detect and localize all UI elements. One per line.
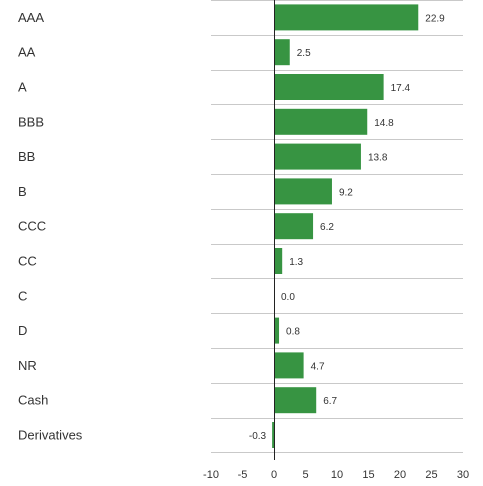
category-label: B: [18, 184, 27, 199]
bar: [274, 74, 384, 100]
category-label: BB: [18, 149, 35, 164]
bar: [274, 213, 314, 240]
category-label: BBB: [18, 114, 44, 129]
category-label: AA: [18, 45, 36, 60]
category-label: Derivatives: [18, 428, 83, 443]
category-label: CCC: [18, 219, 46, 234]
x-axis-tick-labels: -10 -5 0 5 10 15 20 25 30: [203, 469, 469, 481]
x-tick-label: 5: [302, 469, 308, 481]
x-tick-label: -10: [203, 469, 219, 481]
category-label: C: [18, 288, 27, 303]
x-tick-label: 25: [425, 469, 437, 481]
value-label: 6.2: [320, 222, 334, 233]
category-label: Cash: [18, 393, 48, 408]
bar: [274, 143, 361, 170]
value-label: 0.0: [281, 292, 295, 303]
bar: [274, 387, 317, 414]
value-labels: 22.9 2.5 17.4 14.8 13.8 9.2 6.2 1.3 0.0 0.8 4.7 6.7…: [249, 13, 445, 442]
value-label: 1.3: [289, 257, 303, 268]
gridlines: [211, 0, 463, 453]
value-label: 17.4: [391, 83, 411, 94]
category-label: AAA: [18, 10, 44, 25]
value-label: 22.9: [425, 13, 445, 24]
value-label: -0.3: [249, 431, 267, 442]
bar: [274, 317, 280, 344]
value-label: 0.8: [286, 327, 300, 338]
x-tick-label: 15: [362, 469, 374, 481]
x-tick-label: 0: [271, 469, 277, 481]
bar: [274, 352, 304, 379]
category-label: NR: [18, 358, 37, 373]
value-label: 9.2: [339, 187, 353, 198]
category-label: A: [18, 80, 27, 95]
bars: [272, 4, 419, 448]
category-label: CC: [18, 254, 37, 269]
value-label: 4.7: [311, 361, 325, 372]
value-label: 13.8: [368, 153, 388, 164]
x-tick-label: 30: [457, 469, 469, 481]
bar: [274, 4, 419, 31]
value-label: 14.8: [374, 118, 394, 129]
x-tick-label: 20: [394, 469, 406, 481]
x-tick-label: -5: [238, 469, 248, 481]
bar: [274, 178, 332, 205]
category-label: D: [18, 323, 27, 338]
bar: [274, 39, 290, 66]
value-label: 6.7: [323, 396, 337, 407]
value-label: 2.5: [297, 48, 311, 59]
x-tick-label: 10: [331, 469, 343, 481]
bar: [274, 108, 368, 135]
bar: [272, 422, 274, 448]
bar: [274, 248, 283, 274]
